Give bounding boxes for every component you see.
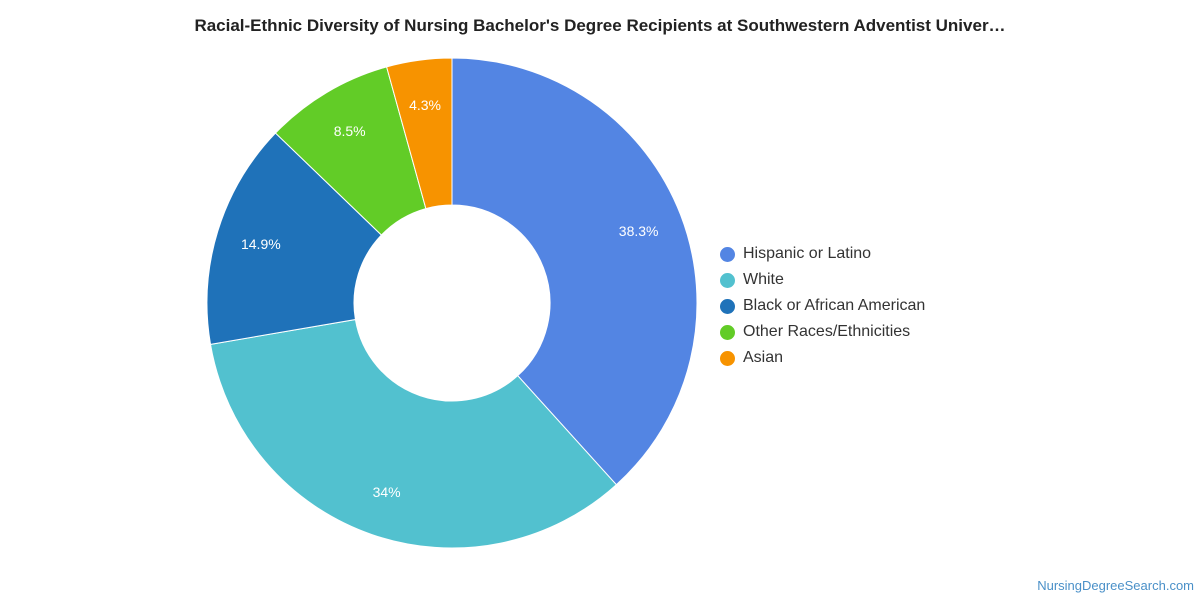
legend-item-hispanic-or-latino[interactable]: Hispanic or Latino (720, 241, 925, 267)
slice-hispanic-or-latino[interactable] (451, 57, 698, 486)
data-label-white: 34% (373, 484, 401, 500)
slice-asian[interactable] (385, 57, 453, 210)
data-label-asian: 4.3% (409, 97, 441, 113)
data-labels: 38.3% 34% 14.9% 8.5% 4.3% (241, 97, 659, 500)
legend-item-asian[interactable]: Asian (720, 345, 925, 371)
chart-title: Racial-Ethnic Diversity of Nursing Bache… (194, 16, 1006, 35)
data-label-other-races-ethnicities: 8.5% (334, 123, 366, 139)
source-credit[interactable]: NursingDegreeSearch.com (1037, 578, 1194, 593)
legend-label: Asian (743, 349, 784, 366)
donut-slices (206, 57, 698, 549)
legend-item-white[interactable]: White (720, 267, 925, 293)
legend-item-black-or-african-american[interactable]: Black or African American (720, 293, 925, 319)
legend-label: Other Races/Ethnicities (743, 323, 911, 340)
data-label-black-or-african-american: 14.9% (241, 236, 281, 252)
slice-white[interactable] (209, 318, 618, 549)
legend: Hispanic or Latino White Black or African … (720, 241, 925, 371)
legend-swatch (720, 298, 735, 314)
slice-black-or-african-american[interactable] (206, 132, 383, 345)
legend-swatch (720, 350, 735, 366)
data-label-hispanic-or-latino: 38.3% (619, 223, 659, 239)
legend-label: Hispanic or Latino (743, 245, 872, 262)
legend-swatch (720, 324, 735, 340)
legend-swatch (720, 246, 735, 262)
legend-swatch (720, 272, 735, 288)
legend-label: White (743, 271, 784, 288)
legend-label: Black or African American (743, 297, 926, 314)
legend-item-other-races-ethnicities[interactable]: Other Races/Ethnicities (720, 319, 925, 345)
